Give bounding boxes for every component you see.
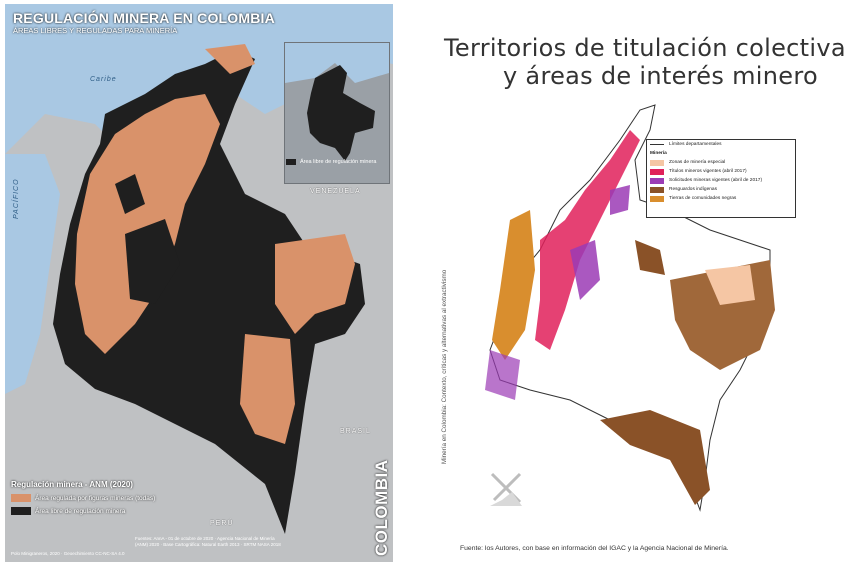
legend-item-free: Área libre de regulación minera — [11, 507, 271, 515]
country-label-brasil: BRASIL — [340, 428, 371, 435]
pacific-ocean — [5, 154, 60, 394]
mining-requests-patch-2 — [610, 185, 630, 215]
inset-map-graphic — [285, 43, 389, 183]
left-map-panel: REGULACIÓN MINERA EN COLOMBIA ÁREAS LIBR… — [5, 4, 393, 562]
map-subtitle: ÁREAS LIBRES Y REGULADAS PARA MINERÍA — [13, 26, 178, 35]
legend-label: Tierras de comunidades negras — [669, 196, 737, 201]
country-label-peru: PERÚ — [210, 520, 234, 527]
inset-legend-label: Área libre de regulación minera — [300, 159, 377, 165]
mining-titles-andes — [535, 130, 640, 350]
legend-swatch — [650, 177, 664, 184]
legend-item-titles: Títulos mineros vigentes (abril 2017) — [647, 167, 795, 176]
inset-map — [284, 42, 390, 184]
legend-label: Área regulada por figuras mineras (todas… — [35, 494, 156, 502]
reserves-south — [600, 410, 710, 505]
right-source: Fuente: los Autores, con base en informa… — [460, 545, 729, 552]
legend-item-reserves: Resguardos indígenas — [647, 185, 795, 194]
free-area-patch — [125, 219, 180, 304]
map-legend: Regulación minera - ANM (2020) Área regu… — [11, 480, 271, 515]
boundary-label: Límites departamentales — [669, 142, 722, 147]
legend-swatch — [650, 186, 664, 193]
boundary-line-swatch — [650, 144, 664, 145]
reserves-patch — [635, 240, 665, 275]
inset-legend-swatch — [286, 159, 296, 165]
legend-label: Zonas de minería especial — [669, 160, 726, 165]
legend-label: Títulos mineros vigentes (abril 2017) — [669, 169, 747, 174]
country-name-vertical: COLOMBIA — [370, 459, 392, 556]
right-title-line2: y áreas de interés minero — [503, 62, 818, 90]
sea-label-pacifico: PACÍFICO — [13, 178, 20, 219]
regulated-area-east — [275, 234, 355, 334]
legend-label: Resguardos indígenas — [669, 187, 718, 192]
legend-heading: Minería — [650, 151, 667, 156]
credit-text: Polo Minigraneros, 2020 · Geoechimiento … — [11, 551, 125, 556]
legend-swatch — [650, 159, 664, 166]
legend-title: Regulación minera - ANM (2020) — [11, 480, 133, 489]
source-text: Fuentes: AnnA - 01 de octubre de 2020 · … — [135, 536, 335, 548]
mining-requests-coast — [485, 350, 520, 400]
free-area-patch-2 — [115, 174, 145, 214]
mining-requests-patch — [570, 240, 600, 300]
legend-swatch — [11, 494, 31, 502]
legend-item-requests: Solicitudes mineras vigentes (abril de 2… — [647, 176, 795, 185]
country-label-venezuela: VENEZUELA — [310, 188, 361, 195]
side-caption: Minería en Colombia: Contexto, críticas … — [441, 104, 455, 464]
right-legend: Límites departamentales Minería Zonas de… — [646, 139, 796, 218]
pickaxe-emblem-icon — [490, 472, 522, 506]
regulated-area-andes — [75, 94, 220, 354]
legend-boundary-row: Límites departamentales — [647, 140, 795, 149]
regulated-area-guajira — [205, 44, 255, 74]
inset-legend: Área libre de regulación minera — [286, 159, 386, 165]
right-title-line1: Territorios de titulación colectiva — [444, 34, 846, 62]
regulated-area-southeast — [240, 334, 295, 444]
sea-label-caribe: Caribe — [90, 76, 117, 83]
legend-label: Solicitudes mineras vigentes (abril de 2… — [669, 178, 763, 183]
legend-swatch — [650, 195, 664, 202]
black-communities-pacific — [492, 210, 535, 360]
country-outline — [489, 104, 771, 512]
legend-swatch — [11, 507, 31, 515]
source-line-1: Fuentes: AnnA - 01 de octubre de 2020 · … — [135, 536, 275, 541]
right-map-graphic — [485, 104, 775, 512]
source-line-2: (ANM) 2020 · Base Cartográfica: Natural … — [135, 542, 281, 548]
side-caption-text: Minería en Colombia: Contexto, críticas … — [441, 269, 448, 464]
legend-item-special-zone: Zonas de minería especial — [647, 158, 795, 167]
special-mining-zone — [705, 265, 755, 305]
map-title: REGULACIÓN MINERA EN COLOMBIA — [13, 10, 275, 26]
legend-swatch — [650, 168, 664, 175]
country-name: COLOMBIA — [372, 459, 391, 556]
legend-item-regulated: Área regulada por figuras mineras (todas… — [11, 494, 271, 502]
legend-label: Área libre de regulación minera — [35, 507, 126, 515]
legend-item-black-communities: Tierras de comunidades negras — [647, 194, 795, 203]
